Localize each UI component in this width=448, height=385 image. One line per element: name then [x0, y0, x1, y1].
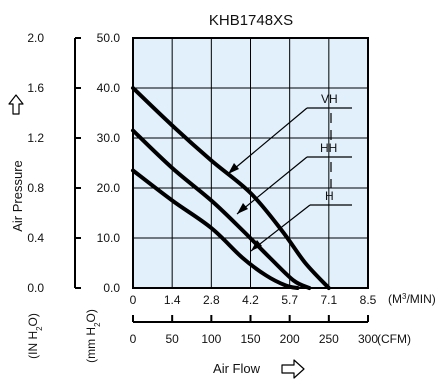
curve-hh: [131, 128, 312, 290]
series-callouts: VH HH H: [227, 92, 352, 252]
x-tick-label-cfm: 100: [201, 332, 221, 346]
x-axis-m3-min: 0 1.4 2.8 4.2 5.7 7.1 8.5: [130, 293, 377, 307]
x-tick-label-m3-min: 5.7: [281, 293, 298, 307]
y-tick-label-in-h2o: 2.0: [27, 31, 44, 45]
x-axis-label: Air Flow: [213, 361, 261, 376]
x-axis-cfm: 0 50 100 150 200 250 300: [130, 315, 378, 346]
x-tick-label-m3-min: 2.8: [203, 293, 220, 307]
y-tick-label-mm-h2o: 10.0: [97, 231, 121, 245]
curve-vh: [131, 86, 331, 290]
y-tick-label-in-h2o: 0.4: [27, 231, 44, 245]
y-axis-in-h2o: 0.0 0.4 0.8 1.2 1.6 2.0: [27, 31, 44, 295]
series-label-hh: HH: [320, 141, 337, 155]
y-unit-mm-h2o: (mm H2O): [84, 309, 102, 363]
y-tick-label-mm-h2o: 50.0: [97, 31, 121, 45]
y-axis-arrow-icon: [8, 94, 24, 115]
series-label-h: H: [325, 189, 334, 203]
h-arrowhead: [251, 240, 262, 251]
y-tick-label-in-h2o: 1.6: [27, 81, 44, 95]
y-tick-label-mm-h2o: 0.0: [103, 281, 120, 295]
x-tick-label-m3-min: 0: [130, 293, 137, 307]
y-tick-label-mm-h2o: 20.0: [97, 181, 121, 195]
x-unit-m3-min: (M3/MIN): [388, 292, 436, 307]
x-tick-label-cfm: 50: [165, 332, 179, 346]
y-tick-label-mm-h2o: 40.0: [97, 81, 121, 95]
series-label-vh: VH: [321, 92, 338, 106]
y-axis-label: Air Pressure: [10, 160, 25, 232]
x-tick-label-m3-min: 1.4: [164, 293, 181, 307]
x-tick-label-cfm: 0: [130, 332, 137, 346]
hh-arrowhead: [237, 203, 248, 214]
performance-curves: [131, 86, 331, 290]
x-tick-label-m3-min: 4.2: [242, 293, 259, 307]
y-tick-label-in-h2o: 0.8: [27, 181, 44, 195]
y-tick-label-mm-h2o: 30.0: [97, 131, 121, 145]
curve-h: [131, 168, 300, 290]
x-tick-label-cfm: 300: [358, 332, 378, 346]
x-axis-arrow-icon: [281, 359, 305, 379]
vh-arrowhead: [228, 163, 239, 174]
x-tick-label-cfm: 200: [280, 332, 300, 346]
y-tick-label-in-h2o: 1.2: [27, 131, 44, 145]
vh-leader-line: [227, 107, 308, 175]
x-tick-label-m3-min: 7.1: [320, 293, 337, 307]
x-unit-cfm: (CFM): [377, 332, 411, 346]
chart-title: KHB1748XS: [209, 12, 293, 29]
x-tick-label-m3-min: 8.5: [360, 293, 377, 307]
y-axis-mm-h2o: 0.0 10.0 20.0 30.0 40.0 50.0: [74, 31, 121, 295]
x-tick-label-cfm: 250: [319, 332, 339, 346]
h-leader-line: [250, 204, 311, 252]
hh-leader-line: [236, 156, 308, 215]
x-tick-label-cfm: 150: [240, 332, 260, 346]
y-tick-label-in-h2o: 0.0: [27, 281, 44, 295]
y-unit-in-h2o: (IN H2O): [26, 313, 44, 359]
